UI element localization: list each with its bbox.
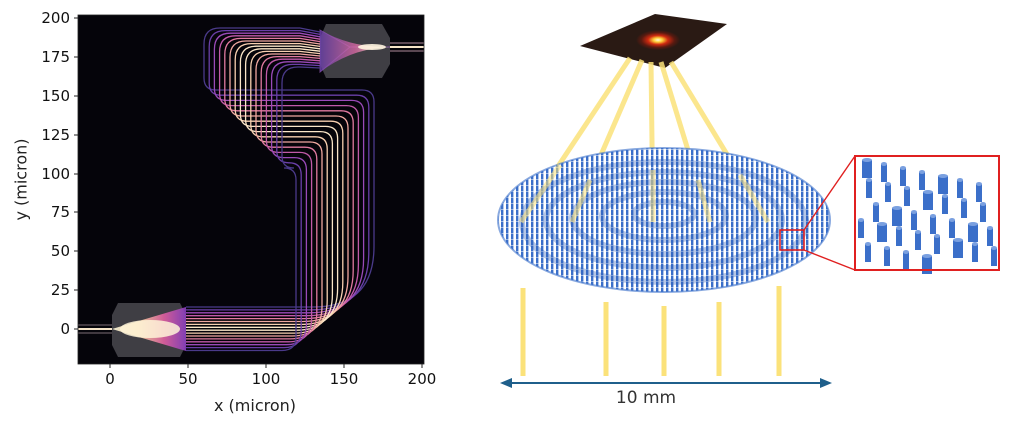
nanopillar (922, 256, 932, 274)
nanopillar (961, 200, 967, 218)
nanopillar (884, 248, 890, 266)
waveguide (186, 53, 323, 337)
waveguide (186, 42, 344, 326)
zoom-region-marker (779, 229, 805, 251)
waveguide (186, 32, 365, 314)
waveguide (186, 48, 334, 331)
nanopillar (881, 164, 887, 182)
waveguide (186, 63, 321, 349)
nanopillar (896, 228, 902, 246)
xtick-label: 100 (251, 370, 281, 388)
ytick-label: 50 (50, 242, 70, 260)
nanopillar (900, 168, 906, 186)
arrow-left-icon (500, 378, 512, 388)
nanopillar (904, 188, 910, 206)
waveguide-simulation-plot: 0 25 50 75 100 125 150 175 200 0 50 100 … (0, 0, 440, 428)
nanopillar (972, 244, 978, 262)
xtick-label: 150 (329, 370, 359, 388)
ytick-label: 175 (41, 48, 70, 66)
nanopillar-inset (854, 155, 1000, 274)
zoom-connector-bottom (803, 249, 856, 271)
xtick-label: 200 (407, 370, 437, 388)
nanopillar (957, 180, 963, 198)
nanopillar (953, 240, 963, 258)
nanopillar (934, 236, 940, 254)
nanopillar (968, 224, 978, 242)
nanopillar (915, 232, 921, 250)
waveguide (186, 55, 321, 340)
x-ticks (109, 364, 423, 368)
metalens-canvas (497, 14, 1000, 388)
ytick-label: 200 (41, 9, 70, 27)
nanopillar (892, 208, 902, 226)
scale-label: 10 mm (615, 388, 677, 408)
ytick-label: 125 (41, 126, 70, 144)
nanopillar (942, 196, 948, 214)
metalens-diagram: 10 mm (470, 0, 1024, 428)
xtick-label: 0 (105, 370, 115, 388)
focal-spot (636, 30, 680, 50)
nanopillar (862, 160, 872, 178)
nanopillar (976, 184, 982, 202)
nanopillar (938, 176, 948, 194)
arrow-right-icon (820, 378, 832, 388)
waveguide (186, 37, 354, 320)
plot-canvas (74, 14, 425, 368)
input-beams (520, 286, 782, 376)
scale-arrow (500, 378, 832, 388)
nanopillar (866, 180, 872, 198)
waveguide (186, 35, 360, 317)
waveguide-bundle (186, 27, 375, 352)
x-axis-label: x (micron) (213, 396, 297, 415)
ytick-label: 150 (41, 87, 70, 105)
xtick-label: 50 (178, 370, 198, 388)
metasurface-disk (497, 147, 831, 293)
nanopillar (911, 212, 917, 230)
waveguide (186, 61, 321, 346)
nanopillar (877, 224, 887, 242)
nanopillar (923, 192, 933, 210)
nanopillar (949, 220, 955, 238)
plot-frame (77, 14, 425, 365)
zoom-connector-top (803, 155, 856, 231)
nanopillar (930, 216, 936, 234)
waveguide (186, 50, 328, 334)
nanopillar (865, 244, 871, 262)
waveguide (186, 45, 339, 328)
output-beam-focus (320, 30, 390, 72)
ytick-label: 25 (50, 281, 70, 299)
nanopillar (873, 204, 879, 222)
waveguide (186, 40, 349, 323)
ytick-label: 0 (60, 320, 70, 338)
waveguide (186, 58, 321, 343)
y-axis-label: y (micron) (11, 138, 31, 221)
nanopillar (858, 220, 864, 238)
ytick-label: 100 (41, 165, 70, 183)
nanopillar (980, 204, 986, 222)
nanopillar (919, 172, 925, 190)
waveguide (186, 66, 321, 352)
nanopillar (885, 184, 891, 202)
y-ticks (74, 17, 78, 330)
nanopillar (987, 228, 993, 246)
nanopillar (903, 252, 909, 270)
nanopillar (991, 248, 997, 266)
ytick-label: 75 (50, 203, 70, 221)
